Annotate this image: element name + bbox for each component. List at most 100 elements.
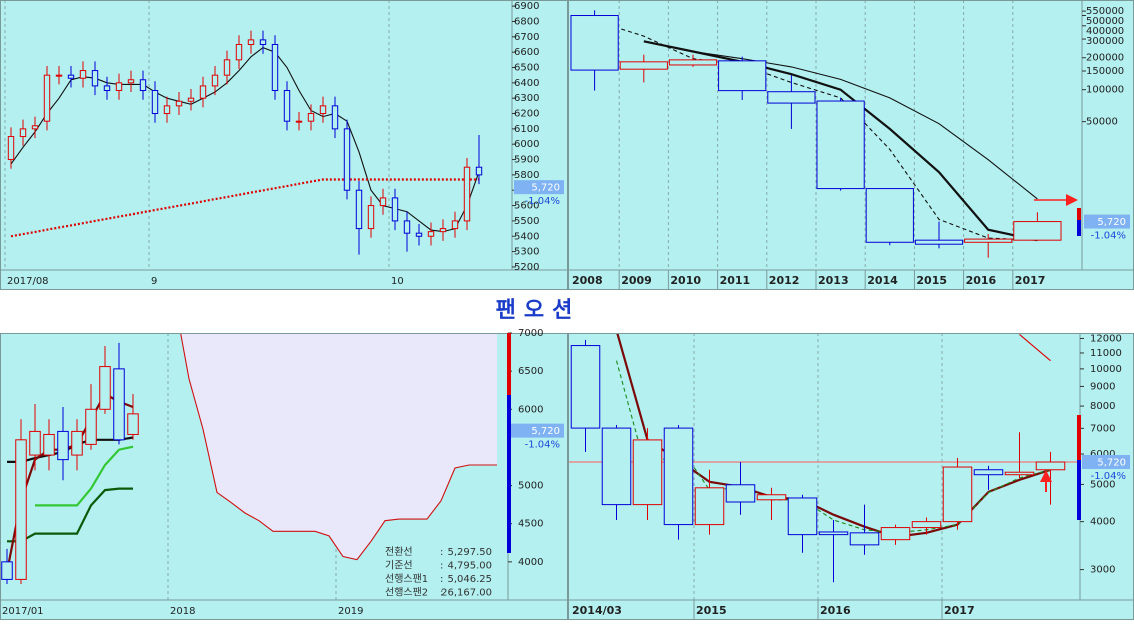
- change-label: -1.04%: [1091, 471, 1126, 482]
- candle-body: [911, 521, 942, 529]
- readout-separator: :: [440, 561, 443, 572]
- candle-body: [756, 494, 787, 501]
- y-tick-label: 6500: [518, 366, 543, 377]
- price-box: [510, 423, 564, 438]
- readout-value: 5,297.50: [447, 547, 492, 558]
- candle-body: [767, 91, 816, 104]
- trend-arrow-head: [1066, 194, 1078, 206]
- candle-body: [451, 220, 459, 230]
- candle-body: [601, 427, 632, 506]
- candle-body: [463, 166, 471, 222]
- chart-panel: 2017/01 2018 2019 7000 6500 6000 5000 4500 4000 5…: [0, 328, 568, 620]
- y-tick-label: 6100: [514, 124, 539, 135]
- candle-body: [235, 43, 243, 61]
- y-tick-label: 6900: [514, 1, 539, 12]
- candle-body: [367, 205, 375, 230]
- y-tick-label: 6000: [1090, 449, 1115, 460]
- candle-body: [865, 188, 914, 243]
- price-label: 5,720: [531, 183, 560, 194]
- y-tick-label: 200000: [1086, 53, 1124, 64]
- y-tick-label: 6000: [518, 404, 543, 415]
- candle-body: [163, 105, 171, 115]
- candle-body: [19, 128, 27, 138]
- y-tick-label: 6600: [514, 47, 539, 58]
- cloud-edge: [180, 333, 497, 561]
- indicator-line: [692, 50, 1038, 200]
- y-tick-label: 5600: [514, 201, 539, 212]
- candle-body: [787, 497, 818, 536]
- readout-name: 기준선: [385, 560, 413, 572]
- y-tick-label: 300000: [1086, 36, 1124, 47]
- y-tick-label: 7000: [518, 328, 543, 339]
- line-layer: [5, 333, 497, 573]
- candle-body: [43, 433, 55, 456]
- readout-name: 선행스팬2: [385, 587, 428, 599]
- x-tick-label: 2013: [818, 274, 849, 287]
- readout-separator: :: [440, 547, 443, 558]
- y-tick-label: 11000: [1090, 348, 1122, 359]
- x-tick-label: 2016: [966, 274, 997, 287]
- candle-body: [1035, 461, 1066, 471]
- candle-body: [271, 43, 279, 92]
- candle-body: [187, 97, 195, 102]
- candle-body: [1, 561, 13, 580]
- y-tick-label: 5400: [514, 231, 539, 242]
- indicator-line: [10, 178, 479, 238]
- candle-body: [570, 15, 619, 71]
- candle-body: [85, 408, 97, 445]
- indicator-line: [10, 46, 480, 233]
- x-tick-label: 2018: [170, 606, 195, 617]
- candle-body: [307, 113, 315, 122]
- x-tick-label: 2017/08: [7, 276, 49, 287]
- y-tick-label: 5200: [514, 262, 539, 273]
- candle-body: [718, 60, 767, 92]
- price-box: [514, 180, 564, 195]
- candle-body: [91, 70, 99, 87]
- candle-body: [1013, 221, 1062, 241]
- candle-body: [1004, 471, 1035, 476]
- change-label: -1.04%: [1091, 231, 1126, 242]
- y-tick-label: 6300: [514, 93, 539, 104]
- candle-body: [115, 82, 123, 92]
- x-tick-label: 2012: [769, 274, 800, 287]
- y-tick-label: 550000: [1086, 6, 1124, 17]
- candle-body: [223, 59, 231, 76]
- x-tick-label: 2015: [696, 604, 727, 617]
- candle-body: [570, 345, 601, 429]
- candle-body: [139, 79, 147, 92]
- x-tick-label: 10: [391, 276, 404, 287]
- candle-body: [247, 39, 255, 45]
- x-tick-label: 2017/01: [2, 606, 44, 617]
- candle-body: [415, 232, 423, 237]
- candle-body: [818, 531, 849, 536]
- page-title: 팬오션: [496, 298, 581, 323]
- y-tick-label: 50000: [1086, 117, 1118, 128]
- indicator-line: [615, 360, 1051, 534]
- y-tick-label: 6400: [514, 78, 539, 89]
- volume-bar-up: [1077, 208, 1081, 220]
- candle-body: [973, 469, 1004, 476]
- y-tick-label: 6700: [514, 32, 539, 43]
- cloud-area: [175, 333, 497, 560]
- readout-separator: :: [440, 588, 443, 599]
- price-label: 5,720: [1097, 217, 1126, 228]
- candle-body: [379, 197, 387, 207]
- panel-border: [0, 333, 568, 620]
- candle-body: [668, 59, 718, 66]
- y-tick-label: 9000: [1090, 381, 1115, 392]
- y-tick-label: 6000: [514, 139, 539, 150]
- x-tick-label: 2009: [621, 274, 652, 287]
- up-arrow-head: [1040, 470, 1052, 482]
- candle-body: [427, 231, 435, 237]
- line-layer: [594, 20, 1038, 242]
- candle-body: [99, 366, 111, 410]
- y-tick-label: 12000: [1090, 333, 1122, 344]
- y-tick-label: 6200: [514, 109, 539, 120]
- volume-bar-down: [1077, 460, 1081, 520]
- y-tick-label: 4000: [1090, 517, 1115, 528]
- candle-body: [849, 532, 880, 546]
- candle-body: [343, 128, 351, 191]
- x-tick-label: 2015: [916, 274, 947, 287]
